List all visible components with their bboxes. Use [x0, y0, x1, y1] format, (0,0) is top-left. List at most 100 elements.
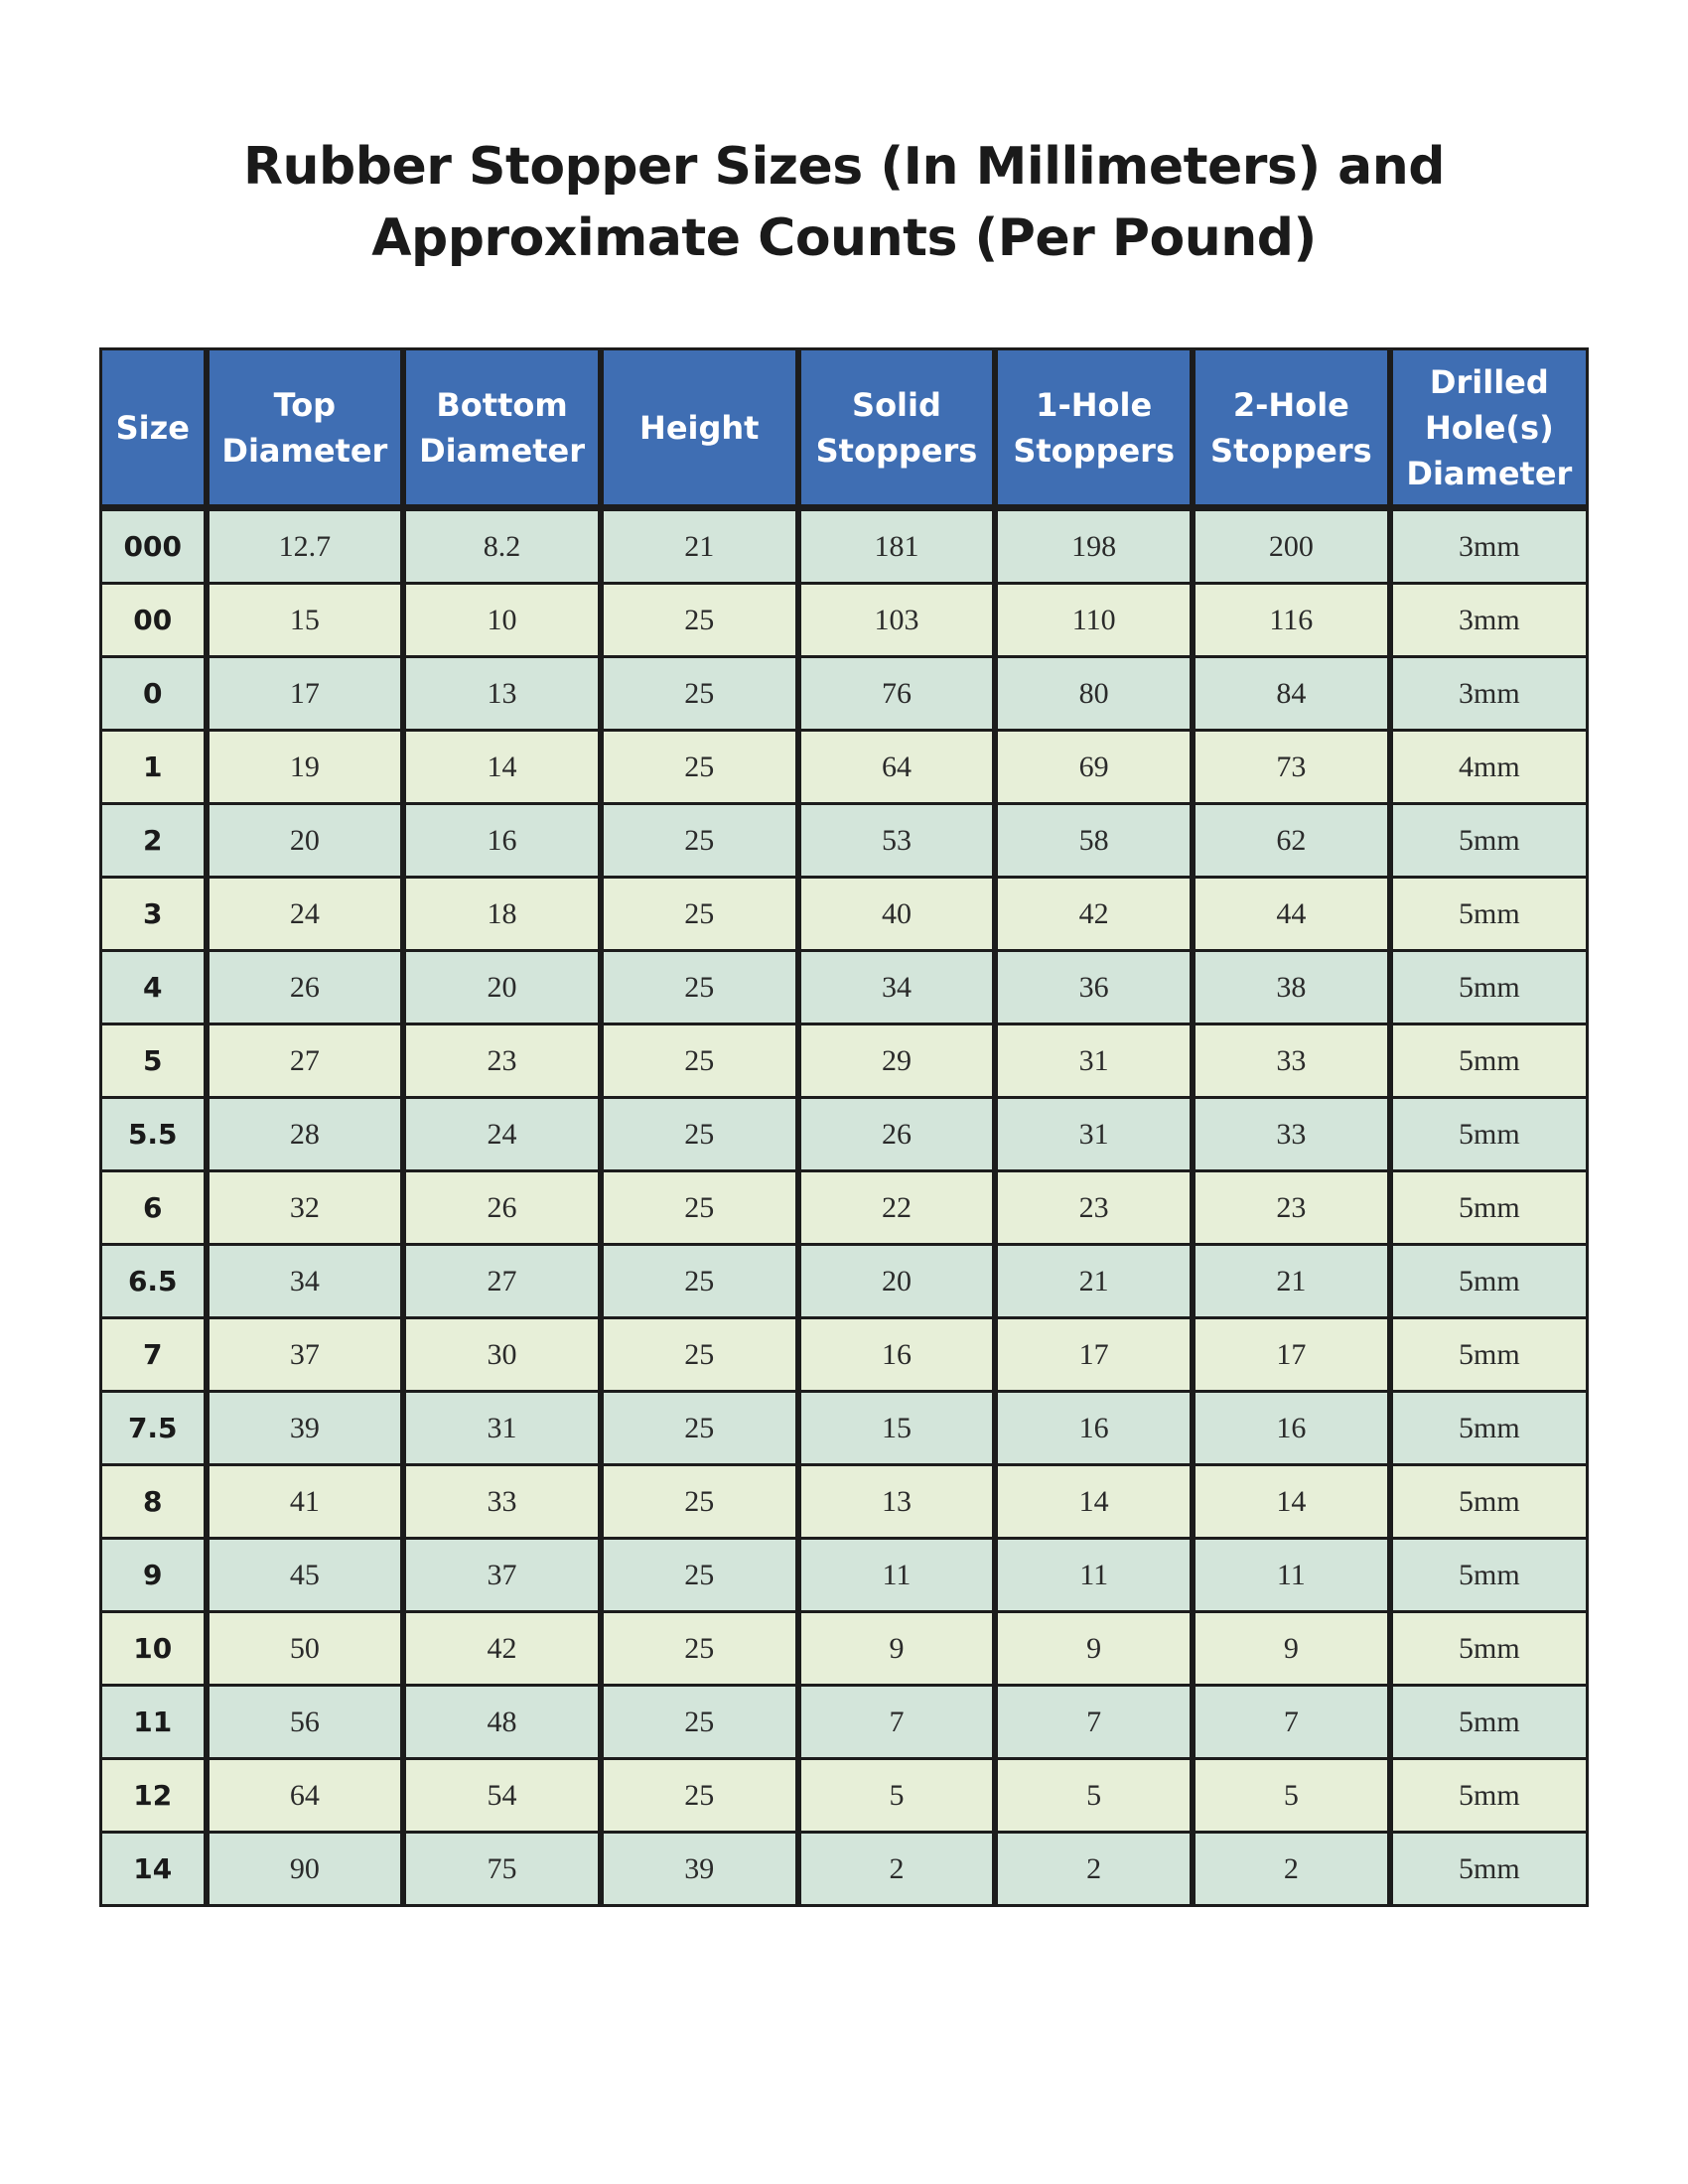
- table-cell: 5mm: [1388, 1537, 1589, 1613]
- table-row: 12 64 54 25 5 5 5 5mm: [99, 1757, 1589, 1834]
- table-cell: 25: [599, 1316, 801, 1393]
- table-cell: 21: [599, 506, 801, 585]
- table-cell: 32: [205, 1169, 407, 1246]
- table-cell: 25: [599, 1537, 801, 1613]
- column-header-line: Bottom: [436, 385, 568, 424]
- table-cell: 21: [1191, 1243, 1393, 1319]
- table-cell: 9: [1191, 1610, 1393, 1687]
- table-cell: 15: [205, 582, 407, 658]
- table-cell: 58: [993, 802, 1196, 879]
- table-cell: 11: [993, 1537, 1196, 1613]
- table-cell: 5: [993, 1757, 1196, 1834]
- column-header: Height: [599, 347, 801, 511]
- table-cell: 19: [205, 729, 407, 805]
- table-cell: 3mm: [1388, 655, 1589, 732]
- table-cell: 14: [401, 729, 604, 805]
- table-cell: 13: [796, 1463, 999, 1540]
- size-cell: 5: [99, 1023, 210, 1099]
- table-cell: 39: [599, 1831, 801, 1907]
- table-row: 2 20 16 25 53 58 62 5mm: [99, 802, 1589, 879]
- size-cell: 0: [99, 655, 210, 732]
- column-header-line: Solid: [852, 385, 941, 424]
- table-cell: 75: [401, 1831, 604, 1907]
- table-cell: 15: [796, 1390, 999, 1466]
- table-cell: 69: [993, 729, 1196, 805]
- table-cell: 5: [796, 1757, 999, 1834]
- table-cell: 22: [796, 1169, 999, 1246]
- size-cell: 000: [99, 506, 210, 585]
- size-cell: 2: [99, 802, 210, 879]
- table-cell: 5mm: [1388, 876, 1589, 952]
- table-cell: 16: [993, 1390, 1196, 1466]
- table-cell: 110: [993, 582, 1196, 658]
- table-cell: 34: [796, 949, 999, 1025]
- table-cell: 2: [993, 1831, 1196, 1907]
- column-header-line: Stoppers: [815, 431, 978, 470]
- table-cell: 7: [993, 1684, 1196, 1760]
- column-header-line: Height: [639, 408, 760, 447]
- table-cell: 25: [599, 1023, 801, 1099]
- size-cell: 7.5: [99, 1390, 210, 1466]
- table-cell: 181: [796, 506, 999, 585]
- table-cell: 26: [401, 1169, 604, 1246]
- table-row: 7 37 30 25 16 17 17 5mm: [99, 1316, 1589, 1393]
- table-cell: 16: [1191, 1390, 1393, 1466]
- table-cell: 5mm: [1388, 1169, 1589, 1246]
- table-cell: 14: [993, 1463, 1196, 1540]
- table-cell: 42: [993, 876, 1196, 952]
- column-header-line: Diameter: [1406, 454, 1573, 492]
- table-cell: 5mm: [1388, 802, 1589, 879]
- table-cell: 20: [796, 1243, 999, 1319]
- table-cell: 17: [1191, 1316, 1393, 1393]
- table-cell: 25: [599, 1096, 801, 1172]
- size-cell: 6.5: [99, 1243, 210, 1319]
- title-line-1: Rubber Stopper Sizes (In Millimeters) an…: [242, 137, 1446, 197]
- table-cell: 38: [1191, 949, 1393, 1025]
- table-cell: 7: [796, 1684, 999, 1760]
- column-header: Solid Stoppers: [796, 347, 999, 511]
- table-row: 10 50 42 25 9 9 9 5mm: [99, 1610, 1589, 1687]
- table-cell: 5mm: [1388, 1023, 1589, 1099]
- table-cell: 90: [205, 1831, 407, 1907]
- table-cell: 16: [796, 1316, 999, 1393]
- table-cell: 26: [205, 949, 407, 1025]
- table-cell: 5mm: [1388, 1390, 1589, 1466]
- column-header: Bottom Diameter: [401, 347, 604, 511]
- table-cell: 25: [599, 876, 801, 952]
- table-cell: 103: [796, 582, 999, 658]
- table-cell: 39: [205, 1390, 407, 1466]
- table-cell: 23: [993, 1169, 1196, 1246]
- size-cell: 3: [99, 876, 210, 952]
- table-row: 9 45 37 25 11 11 11 5mm: [99, 1537, 1589, 1613]
- column-header-line: 1-Hole: [1036, 385, 1153, 424]
- table-cell: 5mm: [1388, 1610, 1589, 1687]
- table-cell: 24: [401, 1096, 604, 1172]
- table-cell: 21: [993, 1243, 1196, 1319]
- table-cell: 25: [599, 1463, 801, 1540]
- table-cell: 17: [993, 1316, 1196, 1393]
- column-header-line: Drilled: [1429, 362, 1549, 401]
- table-cell: 84: [1191, 655, 1393, 732]
- table-cell: 5mm: [1388, 949, 1589, 1025]
- size-cell: 7: [99, 1316, 210, 1393]
- table-cell: 18: [401, 876, 604, 952]
- table-cell: 42: [401, 1610, 604, 1687]
- table-cell: 25: [599, 802, 801, 879]
- table-cell: 14: [1191, 1463, 1393, 1540]
- size-cell: 5.5: [99, 1096, 210, 1172]
- table-cell: 56: [205, 1684, 407, 1760]
- table-row: 6.5 34 27 25 20 21 21 5mm: [99, 1243, 1589, 1319]
- column-header-line: Diameter: [419, 431, 586, 470]
- table-cell: 13: [401, 655, 604, 732]
- table-cell: 34: [205, 1243, 407, 1319]
- table-row: 00 15 10 25 103 110 116 3mm: [99, 582, 1589, 658]
- table-cell: 9: [796, 1610, 999, 1687]
- table-cell: 31: [401, 1390, 604, 1466]
- table-cell: 5mm: [1388, 1757, 1589, 1834]
- table-cell: 30: [401, 1316, 604, 1393]
- column-header-line: Top: [273, 385, 337, 424]
- table-cell: 23: [401, 1023, 604, 1099]
- table-cell: 116: [1191, 582, 1393, 658]
- table-row: 5 27 23 25 29 31 33 5mm: [99, 1023, 1589, 1099]
- table-cell: 37: [401, 1537, 604, 1613]
